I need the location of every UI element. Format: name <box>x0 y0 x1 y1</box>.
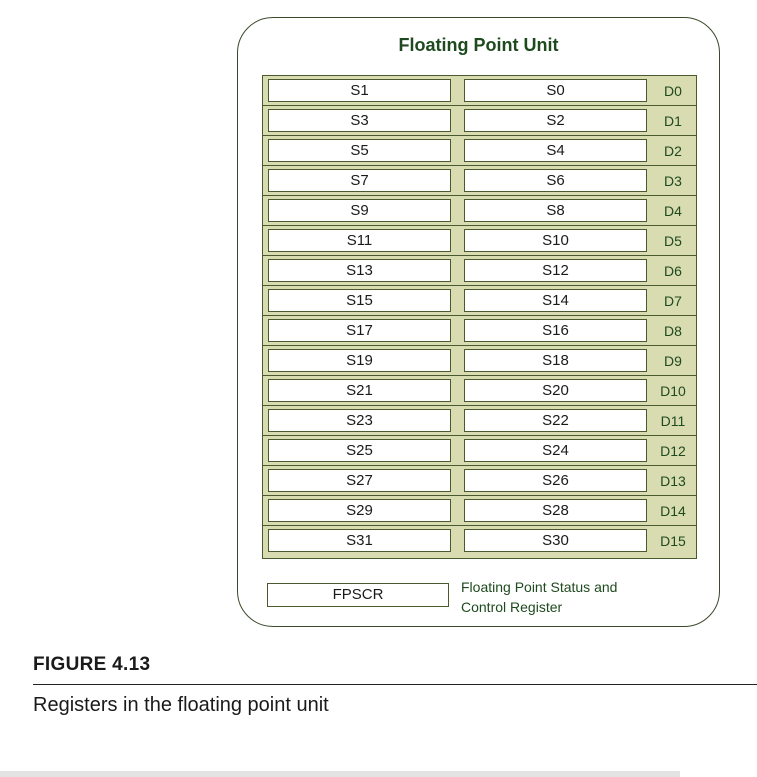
single-register-even: S14 <box>464 289 647 312</box>
single-register-odd: S15 <box>268 289 451 312</box>
single-register-even: S4 <box>464 139 647 162</box>
double-register-label: D7 <box>664 293 682 309</box>
single-register-even: S10 <box>464 229 647 252</box>
register-row: S7 S6 D3 <box>263 166 696 196</box>
single-register-even: S2 <box>464 109 647 132</box>
double-register-label: D13 <box>660 473 686 489</box>
register-row: S29 S28 D14 <box>263 496 696 526</box>
figure-divider <box>33 684 757 685</box>
single-register-odd: S9 <box>268 199 451 222</box>
single-register-even: S28 <box>464 499 647 522</box>
double-register-label: D3 <box>664 173 682 189</box>
single-register-odd: S21 <box>268 379 451 402</box>
register-row: S15 S14 D7 <box>263 286 696 316</box>
single-register-even: S12 <box>464 259 647 282</box>
single-register-even: S22 <box>464 409 647 432</box>
double-register-label: D14 <box>660 503 686 519</box>
single-register-even: S26 <box>464 469 647 492</box>
single-register-even: S16 <box>464 319 647 342</box>
single-register-odd: S19 <box>268 349 451 372</box>
double-register-label: D4 <box>664 203 682 219</box>
double-register-label: D11 <box>660 413 686 429</box>
single-register-odd: S31 <box>268 529 451 552</box>
register-row: S25 S24 D12 <box>263 436 696 466</box>
double-register-label: D10 <box>660 383 686 399</box>
single-register-odd: S7 <box>268 169 451 192</box>
single-register-even: S6 <box>464 169 647 192</box>
register-row: S1 S0 D0 <box>263 76 696 106</box>
single-register-even: S30 <box>464 529 647 552</box>
double-register-label: D6 <box>664 263 682 279</box>
single-register-even: S18 <box>464 349 647 372</box>
register-row: S27 S26 D13 <box>263 466 696 496</box>
register-row: S9 S8 D4 <box>263 196 696 226</box>
register-table: S1 S0 D0 S3 S2 D1 S5 S4 D2 S7 S6 D3 S9 S8 D4 S11 S10 D5 S1… <box>262 75 697 559</box>
double-register-label: D8 <box>664 323 682 339</box>
fpu-title: Floating Point Unit <box>398 35 559 55</box>
fpscr-description-line2: Control Register <box>461 599 563 615</box>
double-register-label: D9 <box>664 353 682 369</box>
single-register-even: S20 <box>464 379 647 402</box>
single-register-even: S0 <box>464 79 647 102</box>
double-register-label: D0 <box>664 83 682 99</box>
double-register-label: D12 <box>660 443 686 459</box>
single-register-odd: S29 <box>268 499 451 522</box>
double-register-label: D15 <box>660 533 686 549</box>
single-register-odd: S11 <box>268 229 451 252</box>
register-row: S19 S18 D9 <box>263 346 696 376</box>
single-register-odd: S23 <box>268 409 451 432</box>
single-register-odd: S25 <box>268 439 451 462</box>
fpscr-description: Floating Point Status and Control Regist… <box>461 577 701 617</box>
fpscr-register: FPSCR <box>267 583 449 607</box>
register-row: S5 S4 D2 <box>263 136 696 166</box>
single-register-odd: S27 <box>268 469 451 492</box>
double-register-label: D1 <box>664 113 682 129</box>
figure-label: FIGURE 4.13 <box>33 654 151 675</box>
single-register-even: S8 <box>464 199 647 222</box>
fpscr-description-line1: Floating Point Status and <box>461 579 618 595</box>
single-register-odd: S13 <box>268 259 451 282</box>
register-row: S17 S16 D8 <box>263 316 696 346</box>
bottom-scrollbar-track <box>0 771 680 777</box>
single-register-odd: S17 <box>268 319 451 342</box>
double-register-label: D2 <box>664 143 682 159</box>
register-row: S31 S30 D15 <box>263 526 696 556</box>
fpu-container <box>237 17 720 627</box>
register-row: S3 S2 D1 <box>263 106 696 136</box>
register-row: S23 S22 D11 <box>263 406 696 436</box>
single-register-odd: S5 <box>268 139 451 162</box>
register-row: S13 S12 D6 <box>263 256 696 286</box>
single-register-odd: S1 <box>268 79 451 102</box>
register-row: S11 S10 D5 <box>263 226 696 256</box>
register-row: S21 S20 D10 <box>263 376 696 406</box>
figure-caption: Registers in the floating point unit <box>33 694 329 716</box>
double-register-label: D5 <box>664 233 682 249</box>
single-register-odd: S3 <box>268 109 451 132</box>
single-register-even: S24 <box>464 439 647 462</box>
